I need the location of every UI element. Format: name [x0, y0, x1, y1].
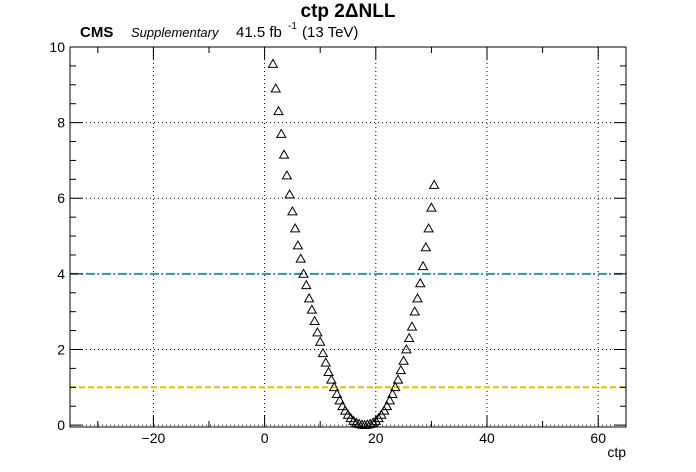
y-tick-label: 4 [57, 266, 65, 282]
data-point [314, 336, 326, 346]
data-point [423, 222, 434, 233]
data-point [348, 415, 359, 425]
data-point [278, 149, 290, 159]
data-point [317, 347, 329, 358]
data-point [392, 374, 404, 384]
data-point [295, 253, 307, 263]
data-point [331, 388, 343, 398]
data-point [373, 412, 384, 423]
y-tick-label: 0 [57, 417, 65, 433]
data-point [381, 400, 393, 411]
threshold-lines [70, 272, 626, 389]
data-point [270, 83, 282, 93]
status-label: Supplementary [131, 25, 220, 40]
data-point [298, 268, 309, 278]
experiment-label: CMS [80, 24, 113, 41]
data-point [337, 400, 348, 411]
data-point [395, 364, 407, 375]
data-point [303, 292, 315, 303]
data-point [384, 395, 396, 405]
y-tick-label: 2 [57, 341, 65, 357]
data-point [320, 357, 332, 367]
data-point [414, 277, 426, 288]
data-point [292, 239, 304, 250]
y-tick-label: 6 [57, 190, 65, 206]
data-point [417, 260, 429, 271]
data-point [389, 381, 401, 392]
lumi-exponent: -1 [288, 21, 297, 32]
data-point [287, 205, 298, 216]
x-tick-label: 60 [590, 430, 606, 446]
data-point [267, 58, 279, 68]
y-tick-label: 10 [49, 39, 65, 55]
data-point [334, 395, 346, 405]
data-point [403, 332, 415, 343]
x-axis-label: ctp [607, 444, 626, 460]
data-point [428, 179, 440, 189]
data-point [289, 222, 301, 233]
data-point [412, 292, 423, 303]
data-point [420, 241, 432, 252]
data-series [267, 58, 440, 429]
x-tick-label: −20 [142, 430, 166, 446]
plot-frame [69, 46, 627, 428]
x-tick-label: 20 [368, 430, 384, 446]
data-point [401, 343, 412, 354]
data-point [325, 374, 337, 384]
y-tick-label: 8 [57, 115, 65, 131]
data-point [409, 306, 421, 316]
data-point [309, 315, 321, 326]
data-point [300, 279, 312, 290]
data-point [387, 388, 398, 398]
data-point [398, 355, 409, 365]
chart-title: ctp 2ΔNLL [301, 1, 396, 22]
lumi-label: 41.5 fb [236, 24, 282, 41]
data-point [312, 326, 323, 337]
x-tick-label: 40 [479, 430, 495, 446]
data-point [406, 321, 418, 331]
data-point [426, 202, 437, 212]
energy-label: (13 TeV) [302, 24, 358, 41]
data-point [306, 304, 318, 314]
data-point [328, 381, 340, 392]
data-point [350, 417, 362, 427]
axes [69, 46, 627, 428]
data-point [339, 405, 351, 415]
x-tick-label: 0 [261, 430, 269, 446]
data-point [323, 366, 334, 377]
data-point [284, 188, 295, 199]
data-point [281, 170, 293, 180]
tick-labels: −20 0 20 40 60 0 2 4 6 8 10 [49, 39, 606, 446]
data-point [275, 128, 287, 138]
data-point [367, 417, 379, 427]
data-point [273, 105, 284, 116]
data-point [378, 405, 390, 415]
